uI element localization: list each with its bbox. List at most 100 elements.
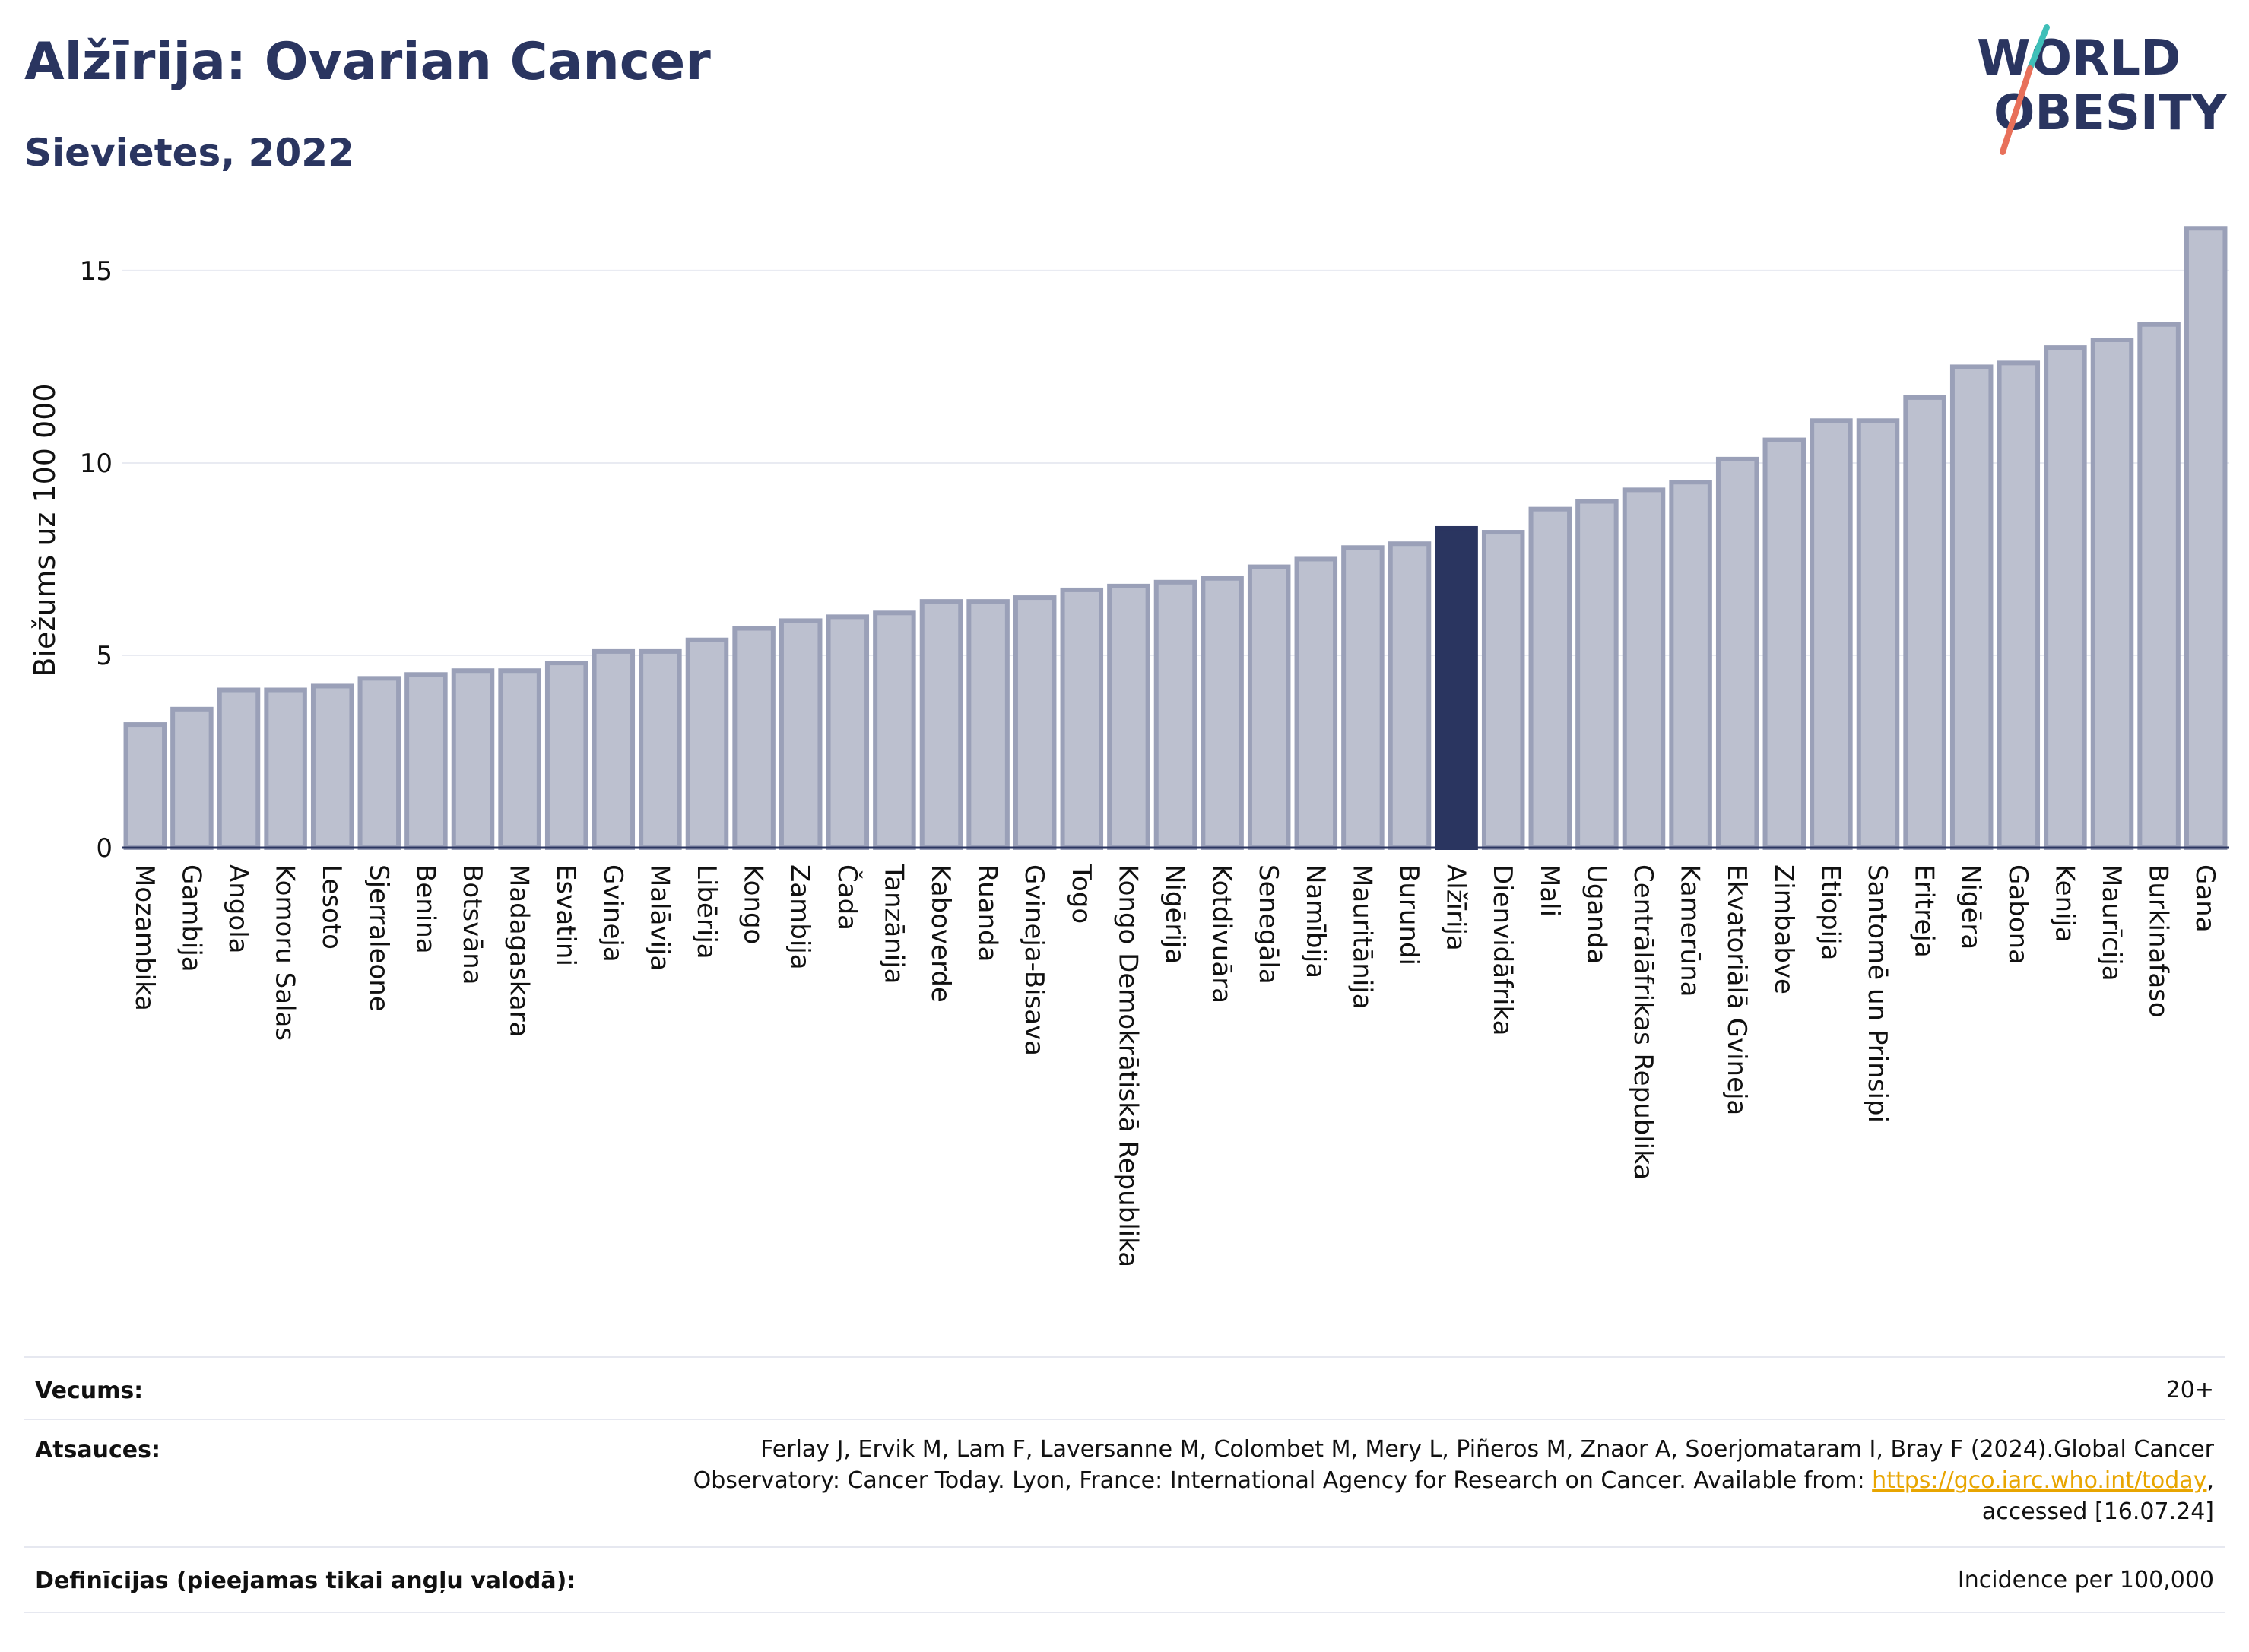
bar xyxy=(732,626,776,851)
x-tick-label: Lesoto xyxy=(316,864,347,950)
x-tick-label: Maurīcija xyxy=(2096,864,2127,981)
refs-link[interactable]: https://gco.iarc.who.int/today xyxy=(1872,1467,2207,1494)
bar xyxy=(170,706,214,850)
refs-line3: accessed [16.07.24] xyxy=(1981,1498,2214,1525)
bar xyxy=(2137,322,2181,850)
x-tick-label: Zambija xyxy=(785,864,815,970)
x-tick-label: Santomē un Prinsipi xyxy=(1862,864,1892,1123)
x-tick-label: Tanzānija xyxy=(878,864,909,984)
y-axis-label: Biežums uz 100 000 xyxy=(28,383,62,677)
bar xyxy=(1481,530,1525,850)
x-tick-label: Nigēra xyxy=(1956,864,1986,950)
bar xyxy=(779,618,823,850)
x-tick-label: Malāvija xyxy=(644,864,674,971)
bar xyxy=(919,599,963,850)
bar xyxy=(592,648,636,851)
bar xyxy=(1949,364,1994,850)
y-tick-label: 0 xyxy=(96,833,113,864)
x-tick-label: Sjerraleone xyxy=(363,864,394,1012)
bar xyxy=(639,648,682,851)
bar xyxy=(1528,506,1572,850)
bar xyxy=(1903,395,1946,850)
x-tick-label: Gabona xyxy=(2003,864,2033,965)
meta-row-definitions: Definīcijas (pieejamas tikai angļu valod… xyxy=(24,1546,2225,1613)
bar xyxy=(544,661,588,850)
x-tick-label: Gvineja-Bisava xyxy=(1019,864,1049,1056)
refs-line2-end: , xyxy=(2206,1467,2214,1494)
x-tick-label: Alžīrija xyxy=(1441,864,1471,951)
x-tick-label: Zimbabve xyxy=(1768,864,1799,994)
bar xyxy=(1153,579,1197,850)
refs-line1: Ferlay J, Ervik M, Lam F, Laversanne M, … xyxy=(760,1436,2214,1463)
x-tick-label: Kongo Demokrātiskā Republika xyxy=(1112,864,1143,1267)
x-tick-label: Libērija xyxy=(691,864,722,959)
x-tick-label: Angola xyxy=(223,864,253,953)
refs-value: Ferlay J, Ervik M, Lam F, Laversanne M, … xyxy=(693,1434,2214,1527)
x-tick-label: Burkinafaso xyxy=(2143,864,2174,1018)
x-tick-label: Kongo xyxy=(738,864,769,944)
bar-chart: 0 5 10 15 Biežums uz 100 000 Mozambika Gambija… xyxy=(28,226,2229,1267)
age-label: Vecums: xyxy=(35,1378,144,1404)
bar xyxy=(264,687,307,850)
bar xyxy=(1294,556,1338,850)
x-tick-label: Madagaskara xyxy=(504,864,534,1037)
bar xyxy=(310,683,354,850)
x-tick-label: Senegāla xyxy=(1253,864,1283,985)
meta-row-refs: Atsauces: Ferlay J, Ervik M, Lam F, Lave… xyxy=(24,1419,2225,1548)
bar xyxy=(123,722,167,850)
bar xyxy=(1669,480,1712,850)
x-tick-label: Centrālāfrikas Republika xyxy=(1628,864,1658,1180)
bar xyxy=(404,672,448,850)
bar xyxy=(1997,360,2041,850)
x-tick-label: Esvatini xyxy=(550,864,581,966)
x-tick-label: Dienvidāfrika xyxy=(1487,864,1518,1035)
x-tick-label: Čada xyxy=(832,864,863,931)
x-tick-label: Kamerūna xyxy=(1675,864,1705,997)
x-tick-label: Mozambika xyxy=(129,864,160,1011)
meta-row-age: Vecums: 20+ xyxy=(24,1356,2225,1420)
world-obesity-logo: WORLD OBESITY xyxy=(1977,24,2227,155)
x-tick-label: Burundi xyxy=(1394,864,1424,966)
y-tick-label: 15 xyxy=(80,256,113,287)
logo-line1: WORLD xyxy=(1977,30,2181,87)
x-tick-label: Togo xyxy=(1066,864,1096,924)
x-tick-label: Mali xyxy=(1534,864,1565,917)
page-subtitle: Sievietes, 2022 xyxy=(24,131,354,175)
definitions-value: Incidence per 100,000 xyxy=(1957,1567,2214,1593)
bar xyxy=(1622,487,1666,850)
x-tick-label: Nigērija xyxy=(1159,864,1190,964)
refs-line2: Observatory: Cancer Today. Lyon, France:… xyxy=(693,1465,2214,1496)
x-tick-label: Etiopija xyxy=(1815,864,1845,960)
bar xyxy=(217,687,261,850)
x-tick-label: Botsvāna xyxy=(457,864,487,985)
bar xyxy=(498,668,541,850)
bar xyxy=(2044,345,2087,850)
x-tick-label: Mauritānija xyxy=(1347,864,1377,1010)
metadata-table: Vecums: 20+ Atsauces: Ferlay J, Ervik M,… xyxy=(24,1356,2225,1615)
x-tick-label: Uganda xyxy=(1581,864,1611,964)
x-tick-label: Kenija xyxy=(2049,864,2079,943)
bar xyxy=(2090,338,2134,850)
bar xyxy=(873,610,916,850)
logo-line2: OBESITY xyxy=(1994,85,2227,141)
bar xyxy=(1810,418,1853,851)
refs-label: Atsauces: xyxy=(35,1437,160,1463)
bar xyxy=(966,599,1010,850)
bar xyxy=(826,614,870,850)
age-value: 20+ xyxy=(2165,1377,2214,1403)
bar xyxy=(1762,437,1806,850)
refs-line2-text: Observatory: Cancer Today. Lyon, France:… xyxy=(693,1467,1865,1494)
x-tick-label: Ruanda xyxy=(972,864,1003,962)
x-tick-label: Gvineja xyxy=(598,864,628,962)
bar xyxy=(1201,576,1244,850)
bar xyxy=(451,668,495,850)
x-tick-label: Gana xyxy=(2190,864,2220,933)
x-tick-label: Gambija xyxy=(176,864,206,972)
bar xyxy=(1388,541,1432,850)
bar xyxy=(685,637,729,851)
bar xyxy=(1107,583,1150,850)
bar xyxy=(1575,499,1619,850)
bar xyxy=(1013,595,1057,850)
x-tick-label: Namībija xyxy=(1300,864,1331,978)
bar xyxy=(1247,564,1291,850)
